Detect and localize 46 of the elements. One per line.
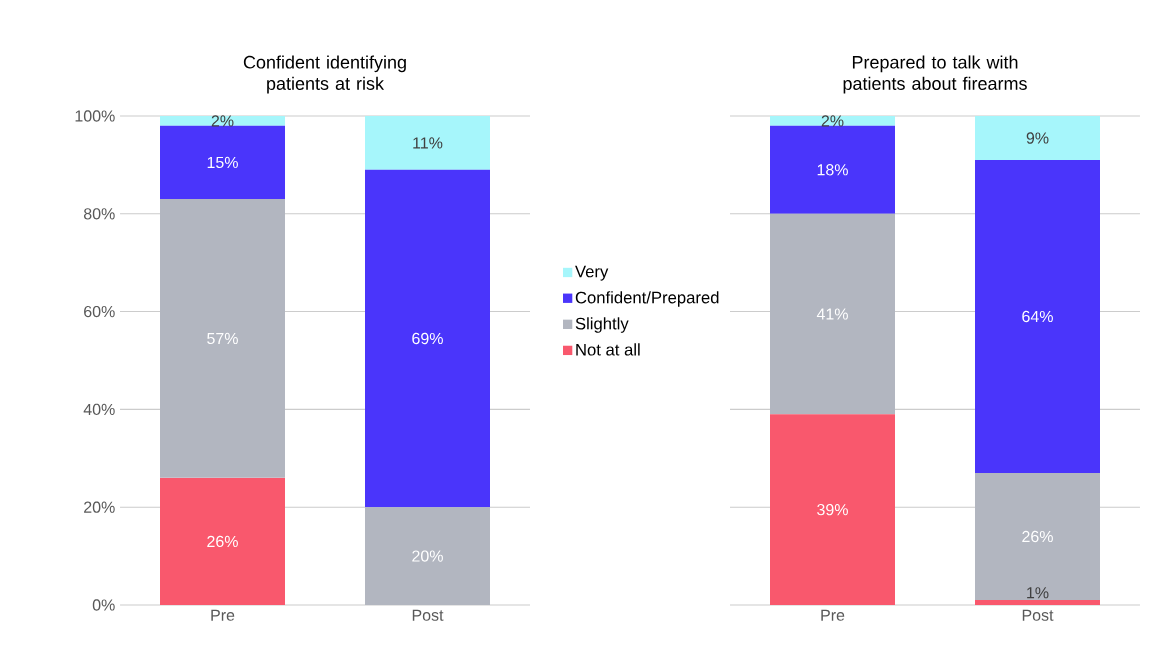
data-label: 1%	[1027, 587, 1049, 599]
y-tick-label: 100%	[75, 110, 115, 122]
y-tick-label: 40%	[83, 403, 115, 416]
data-label: 41%	[816, 308, 848, 320]
y-tick-label: 20%	[84, 501, 115, 513]
data-label: 2%	[821, 115, 844, 127]
y-tick-label: 60%	[84, 305, 115, 318]
data-label: 64%	[1022, 310, 1053, 323]
chart-title: Prepared to talk with patients about firearms	[843, 55, 1027, 94]
y-tick-label: 0%	[92, 599, 115, 611]
bar	[160, 477, 286, 605]
bar	[770, 414, 895, 605]
bar	[160, 115, 286, 126]
x-tick-label: Post	[1022, 609, 1054, 621]
bar	[365, 169, 490, 508]
data-label: 15%	[207, 156, 238, 169]
bar	[365, 115, 490, 170]
bar	[160, 125, 286, 200]
legend-label: Confident/Prepared	[575, 291, 719, 307]
bar	[770, 213, 895, 415]
chart-title: Confident identifying patients at risk	[243, 55, 406, 94]
data-label: 26%	[1022, 530, 1053, 543]
data-label: 20%	[412, 550, 443, 562]
legend-label: Very	[575, 265, 609, 281]
bar	[770, 125, 895, 214]
data-label: 9%	[1026, 132, 1049, 144]
data-label: 11%	[413, 137, 443, 149]
bar	[975, 472, 1100, 601]
data-label: 2%	[211, 115, 234, 127]
bar	[770, 115, 895, 126]
y-tick-label: 80%	[83, 208, 115, 220]
data-label: 39%	[817, 503, 848, 516]
x-tick-label: Post	[412, 609, 444, 621]
data-label: 18%	[817, 164, 848, 176]
bar	[975, 115, 1100, 160]
bar	[975, 160, 1100, 473]
bar	[160, 199, 286, 478]
data-label: 26%	[207, 535, 238, 548]
x-tick-label: Pre	[211, 609, 235, 621]
x-tick-label: Pre	[821, 609, 845, 621]
bar	[365, 507, 490, 605]
data-label: 69%	[412, 332, 443, 345]
data-label: 57%	[207, 332, 238, 345]
legend-label: Slightly	[575, 317, 629, 333]
bar	[975, 600, 1100, 605]
legend-label: Not at all	[576, 343, 640, 356]
